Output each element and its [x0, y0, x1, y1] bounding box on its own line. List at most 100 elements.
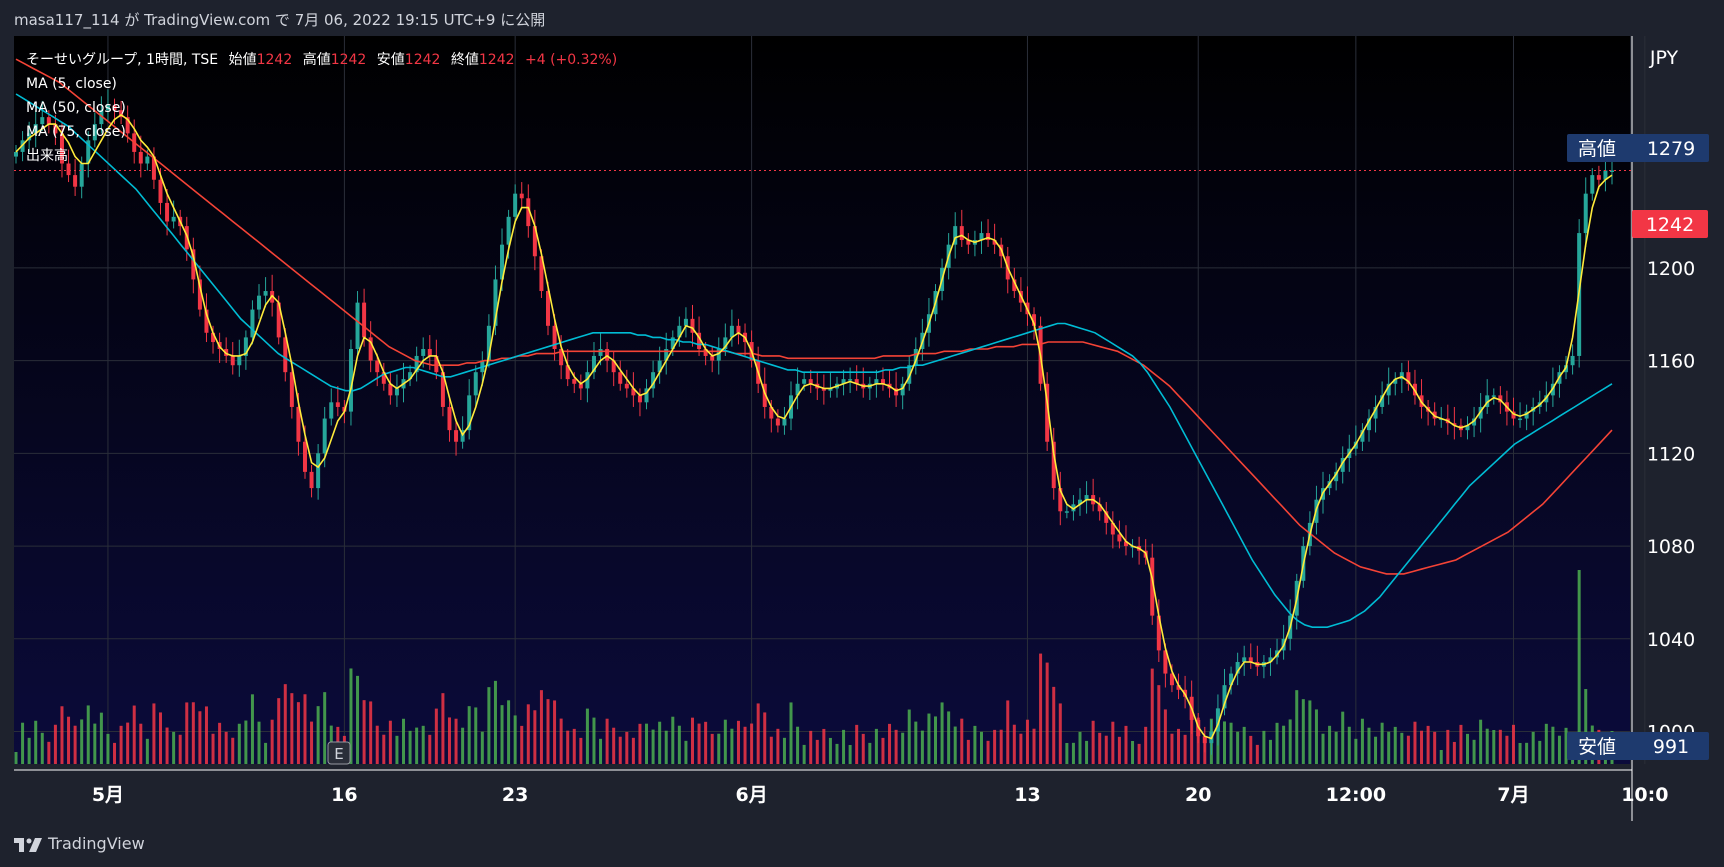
candle-body — [1583, 193, 1588, 234]
candle-body — [473, 372, 478, 396]
last-price-tag: 1242 — [1632, 210, 1708, 238]
candle-body — [119, 110, 124, 118]
candle-body — [900, 383, 905, 396]
volume-bar — [99, 712, 103, 764]
candle-body — [257, 295, 262, 310]
candle — [1235, 652, 1240, 686]
candle-body — [959, 226, 964, 241]
volume-bar — [566, 730, 570, 764]
candle — [1406, 360, 1411, 391]
volume-bar — [1268, 739, 1272, 764]
volume-bar — [835, 743, 839, 764]
candle-body — [1156, 615, 1161, 651]
candle — [388, 372, 393, 405]
time-axis[interactable]: 5月 16 23 6月 13 20 12:00 7月 10:0 — [92, 784, 1669, 806]
volume-bar — [1360, 718, 1364, 764]
x-tick-label: 23 — [502, 784, 528, 806]
candle-body — [204, 309, 209, 333]
volume-bar — [21, 722, 25, 764]
candle-body — [618, 372, 623, 384]
candle-body — [1123, 541, 1128, 547]
candle-body — [1399, 372, 1404, 380]
candle — [591, 342, 596, 380]
volume-bar — [1367, 727, 1371, 764]
volume-bar — [1538, 740, 1542, 764]
candle-body — [710, 355, 715, 361]
chart-area[interactable]: 100010401080112011601200 5月16236月132012:… — [0, 36, 1724, 821]
candle-body — [46, 117, 51, 125]
volume-bar — [264, 742, 268, 764]
volume-bar — [73, 725, 77, 764]
brand-name: TradingView — [48, 834, 145, 853]
candle-body — [394, 388, 399, 396]
candle-body — [802, 379, 807, 384]
candle — [1511, 397, 1516, 426]
volume-bar — [888, 723, 892, 764]
candle-body — [211, 332, 216, 343]
tradingview-brand[interactable]: TradingView — [14, 832, 145, 856]
candle-body — [1012, 279, 1017, 292]
candle-body — [578, 383, 583, 389]
candle — [197, 265, 202, 317]
candle-body — [1380, 395, 1385, 407]
volume-bar — [1459, 724, 1463, 764]
candle-body — [1518, 418, 1523, 421]
candle — [467, 379, 472, 440]
candle — [821, 374, 826, 405]
volume-bar — [237, 723, 241, 764]
candle — [348, 339, 353, 426]
price-axis[interactable]: 100010401080112011601200 — [1647, 258, 1695, 744]
volume-bar — [402, 718, 406, 764]
candle — [578, 374, 583, 400]
candle — [618, 360, 623, 391]
candle-body — [302, 441, 307, 472]
volume-bar — [1137, 743, 1141, 764]
volume-bar — [126, 722, 130, 764]
chart-background — [14, 36, 1630, 764]
earnings-marker[interactable]: E — [327, 741, 351, 765]
volume-bar — [782, 737, 786, 764]
legend-ma50[interactable]: MA (50, close) — [26, 100, 126, 116]
candle — [434, 339, 439, 380]
volume-bar — [1479, 719, 1483, 764]
high-tag-value: 1279 — [1647, 138, 1695, 160]
legend-volume[interactable]: 出来高 — [26, 148, 68, 164]
volume-bar — [631, 737, 635, 764]
volume-bar — [434, 708, 438, 764]
volume-bar — [224, 731, 228, 764]
candle — [795, 367, 800, 410]
candle-body — [775, 418, 780, 426]
candle-body — [158, 179, 163, 203]
candle-body — [1117, 534, 1122, 542]
volume-bar — [67, 716, 71, 764]
volume-bar — [1058, 703, 1062, 764]
candle — [99, 96, 104, 134]
candle-body — [1242, 657, 1247, 662]
candle-body — [99, 110, 104, 125]
legend-symbol-row[interactable]: そーせいグループ, 1時間, TSE 始値1242 高値1242 安値1242 … — [26, 48, 617, 72]
open-value: 1242 — [256, 52, 293, 68]
candle — [447, 397, 452, 442]
candle-body — [1222, 685, 1227, 709]
volume-bar — [1584, 689, 1588, 764]
volume-bar — [677, 725, 681, 764]
legend-ma75[interactable]: MA (75, close) — [26, 124, 126, 140]
volume-bar — [185, 702, 189, 764]
candle-body — [309, 471, 314, 489]
volume-bar — [1275, 722, 1279, 764]
price-chart[interactable]: 100010401080112011601200 5月16236月132012:… — [0, 36, 1724, 821]
candle — [263, 277, 268, 308]
candle-body — [979, 233, 984, 241]
volume-bar — [1492, 730, 1496, 764]
volume-bar — [1511, 724, 1515, 764]
volume-bar — [999, 729, 1003, 764]
candle-body — [1176, 685, 1181, 690]
candle — [1485, 379, 1490, 414]
candle-body — [348, 348, 353, 412]
volume-bar — [1288, 719, 1292, 764]
ma5-line — [15, 113, 1613, 740]
x-tick-label: 12:00 — [1326, 784, 1386, 806]
legend-ma5[interactable]: MA (5, close) — [26, 76, 117, 92]
candle-body — [1215, 708, 1220, 732]
volume-bar — [559, 718, 563, 764]
